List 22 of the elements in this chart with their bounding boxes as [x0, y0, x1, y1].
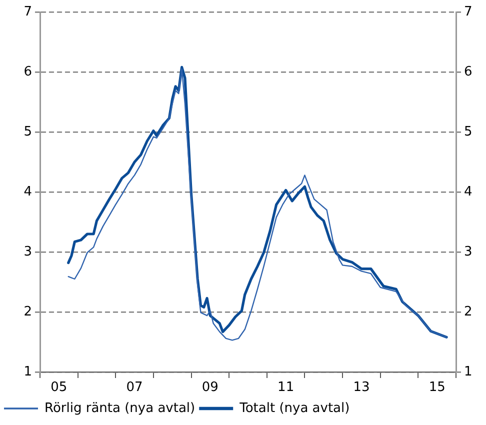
y2-tick-label: 6	[464, 64, 472, 80]
y-tick-label: 5	[24, 124, 32, 140]
y-tick-label: 4	[24, 184, 32, 200]
x-tick-label: 15	[428, 380, 446, 396]
y2-tick-label: 3	[464, 244, 472, 260]
y2-tick-label: 4	[464, 184, 472, 200]
legend-label: Totalt (nya avtal)	[238, 400, 350, 416]
x-tick-label: 09	[202, 380, 218, 396]
x-tick-label: 11	[278, 380, 294, 396]
y-tick-label: 2	[24, 304, 32, 320]
y2-tick-label: 7	[464, 4, 472, 20]
y-tick-label: 1	[24, 364, 32, 380]
y2-tick-label: 1	[464, 364, 472, 380]
x-tick-label: 13	[353, 380, 370, 396]
y-tick-label: 7	[24, 4, 32, 20]
legend-label: Rörlig ränta (nya avtal)	[44, 400, 196, 416]
y2-tick-label: 5	[464, 124, 472, 140]
y-tick-label: 6	[24, 64, 32, 80]
x-tick-label: 07	[126, 380, 143, 396]
y2-tick-label: 2	[464, 304, 472, 320]
x-tick-label: 05	[50, 380, 68, 396]
y-tick-label: 3	[24, 244, 32, 260]
